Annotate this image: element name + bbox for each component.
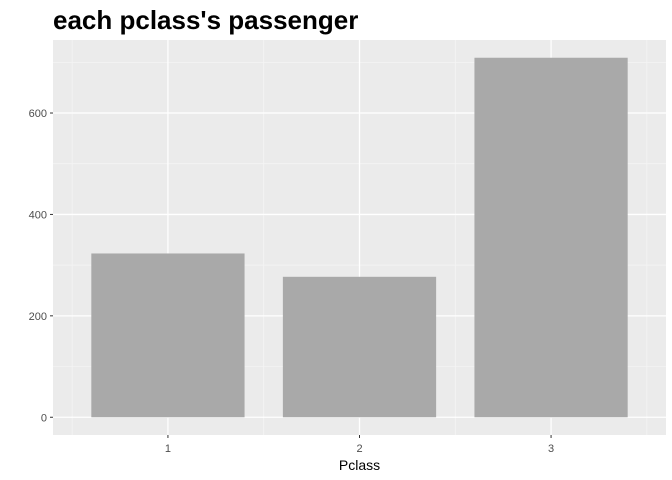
x-tick-label: 2 [356,443,362,455]
bars-group [91,57,628,418]
chart-title: each pclass's passenger [53,5,359,35]
y-tick-label: 600 [29,108,47,120]
bar-pclass-1 [91,253,245,418]
bar-pclass-3 [474,57,628,418]
x-tick-label: 3 [548,443,554,455]
y-tick-label: 0 [41,412,47,424]
x-axis-title: Pclass [339,457,380,473]
x-axis: 1 2 3 [165,435,554,455]
y-tick-label: 400 [29,209,47,221]
y-tick-label: 200 [29,311,47,323]
x-tick-label: 1 [165,443,171,455]
y-axis: 0 200 400 600 [29,108,53,424]
bar-pclass-2 [282,276,437,418]
